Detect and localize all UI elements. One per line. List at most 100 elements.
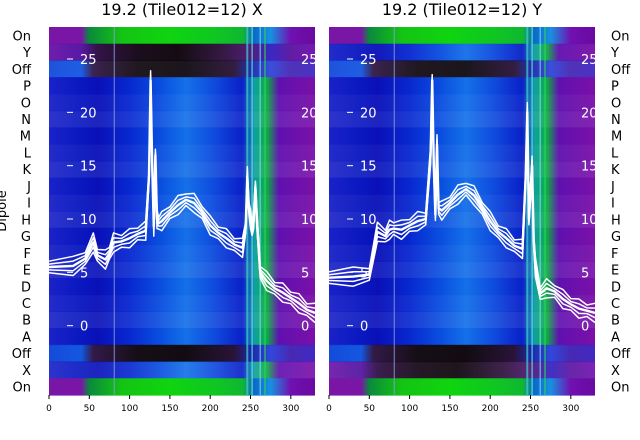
heatmap-row — [49, 261, 315, 279]
x-tick-label: 0 — [326, 404, 332, 414]
overlay-trace — [48, 69, 316, 305]
row-label: X — [22, 364, 31, 379]
heatmap-row — [329, 77, 595, 95]
overlay-tick-label: 5 — [80, 266, 88, 281]
row-label: L — [611, 146, 619, 161]
x-tick-label: 250 — [522, 404, 539, 414]
overlay-tick-label: 15 — [301, 160, 318, 175]
row-label: F — [24, 247, 31, 262]
x-tick-label: 300 — [562, 404, 579, 414]
overlay-tick-label: 15 — [80, 160, 97, 175]
row-label: G — [21, 230, 31, 245]
heatmap-row — [49, 93, 315, 112]
heatmap-row — [329, 328, 595, 346]
heatmap-row — [49, 378, 315, 396]
heatmap-row — [49, 277, 315, 296]
x-tick-label: 200 — [482, 404, 499, 414]
overlay-tick-label: 0 — [360, 320, 368, 335]
x-tick-label: 150 — [441, 404, 458, 414]
overlay-tick-label: 0 — [80, 320, 88, 335]
heatmap-row — [49, 227, 315, 246]
heatmap-row — [329, 311, 595, 329]
overlay-trace — [328, 76, 596, 309]
heatmap-row — [49, 60, 315, 78]
x-tick-label: 50 — [364, 404, 376, 414]
overlay-tick-label: 25 — [581, 53, 598, 68]
row-label: M — [20, 130, 31, 145]
heatmap-row — [49, 344, 315, 363]
overlay-tick-label: 25 — [301, 53, 318, 68]
heatmap-row — [49, 144, 315, 162]
row-label: Off — [12, 63, 32, 78]
x-tick-label: 50 — [84, 404, 96, 414]
row-label: On — [13, 29, 31, 44]
overlay-tick-label: 20 — [80, 106, 97, 121]
row-label: G — [611, 230, 621, 245]
row-label: M — [611, 130, 622, 145]
heatmap-row — [49, 43, 315, 62]
row-label: H — [21, 213, 31, 228]
chart-title-x: 19.2 (Tile012=12) X — [101, 0, 263, 19]
row-label: O — [21, 96, 31, 111]
overlay-trace — [328, 73, 596, 306]
overlay-tick-label: 20 — [301, 106, 318, 121]
heatmap-row — [49, 127, 315, 145]
heatmap-row — [329, 43, 595, 62]
x-tick-label: 100 — [121, 404, 138, 414]
heatmap-row — [49, 110, 315, 128]
heatmap-row — [329, 378, 595, 396]
overlay-tick-label: 0 — [301, 320, 309, 335]
row-label: K — [611, 163, 620, 178]
heatmap-row — [329, 194, 595, 212]
heatmap-row — [329, 93, 595, 112]
row-label: P — [611, 80, 619, 95]
overlay-tick-label: 10 — [360, 213, 377, 228]
row-label: B — [22, 314, 31, 329]
heatmap-row — [329, 244, 595, 262]
row-label: On — [611, 29, 629, 44]
overlay-tick-label: 5 — [301, 266, 309, 281]
heatmap-row — [329, 344, 595, 363]
heatmap-row — [329, 227, 595, 246]
row-label: N — [21, 113, 31, 128]
overlay-tick-label: 5 — [581, 266, 589, 281]
row-label: On — [611, 381, 629, 396]
row-label: A — [22, 330, 31, 345]
overlay-tick-label: 15 — [360, 160, 377, 175]
overlay-tick-label: 5 — [360, 266, 368, 281]
row-label: Off — [611, 63, 631, 78]
overlay-tick-label: 20 — [360, 106, 377, 121]
row-label: E — [611, 264, 619, 279]
overlay-tick-label: 10 — [581, 213, 598, 228]
heatmap-row — [49, 77, 315, 95]
heatmap-row — [49, 160, 315, 179]
row-label: On — [13, 381, 31, 396]
overlay-trace — [328, 82, 596, 319]
heatmap-row — [49, 27, 315, 45]
row-label: N — [611, 113, 621, 128]
heatmap-row — [49, 294, 315, 312]
x-tick-label: 300 — [282, 404, 299, 414]
overlay-tick-label: 15 — [581, 160, 598, 175]
row-label: Off — [12, 347, 32, 362]
heatmap-row — [49, 328, 315, 346]
row-label: C — [611, 297, 620, 312]
x-tick-label: 100 — [401, 404, 418, 414]
heatmap-row — [49, 244, 315, 262]
row-label: Off — [611, 347, 631, 362]
x-tick-label: 150 — [161, 404, 178, 414]
heatmap-row — [49, 361, 315, 379]
row-label: J — [610, 180, 615, 195]
row-label: X — [611, 364, 620, 379]
overlay-tick-label: 10 — [301, 213, 318, 228]
heatmap-row — [329, 361, 595, 379]
heatmap-row — [329, 294, 595, 312]
x-tick-label: 0 — [46, 404, 52, 414]
row-label: I — [27, 197, 31, 212]
overlay-tick-label: 25 — [360, 53, 377, 68]
row-label: D — [21, 280, 31, 295]
row-label: O — [611, 96, 621, 111]
heatmap-row — [49, 177, 315, 195]
